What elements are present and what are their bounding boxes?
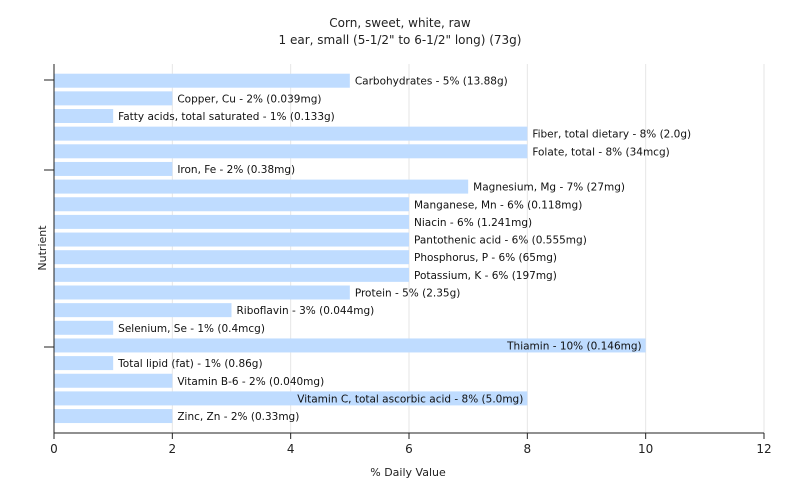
bar-19 (54, 409, 173, 424)
x-tick-label-12: 12 (756, 442, 771, 456)
bar-1 (54, 91, 173, 106)
bar-18 (54, 391, 528, 406)
bar-12 (54, 285, 350, 300)
bar-label-0: Carbohydrates - 5% (13.88g) (355, 76, 508, 88)
bar-label-4: Folate, total - 8% (34mcg) (532, 146, 669, 158)
bar-layer: Carbohydrates - 5% (13.88g) Copper, Cu - … (54, 73, 691, 424)
bar-3 (54, 126, 528, 141)
bar-4 (54, 144, 528, 159)
grid-layer (171, 64, 765, 433)
bar-label-16: Total lipid (fat) - 1% (0.86g) (117, 358, 262, 370)
bar-label-6: Magnesium, Mg - 7% (27mg) (473, 182, 625, 194)
x-tick-label-4: 4 (287, 442, 295, 456)
bar-9 (54, 232, 409, 247)
bar-0 (54, 73, 350, 88)
y-axis-title: Nutrient (36, 225, 49, 271)
bar-label-19: Zinc, Zn - 2% (0.33mg) (177, 411, 299, 423)
bar-label-10: Phosphorus, P - 6% (65mg) (414, 252, 557, 264)
bar-13 (54, 303, 232, 318)
x-tick-label-0: 0 (50, 442, 58, 456)
bar-label-7: Manganese, Mn - 6% (0.118mg) (414, 199, 582, 211)
axis-layer: 0 2 4 6 8 10 12 (44, 64, 772, 456)
bar-8 (54, 214, 409, 229)
x-tick-label-10: 10 (638, 442, 653, 456)
bar-15 (54, 338, 646, 353)
x-axis-title: % Daily Value (370, 466, 446, 479)
bar-label-1: Copper, Cu - 2% (0.039mg) (177, 93, 321, 105)
bar-label-8: Niacin - 6% (1.241mg) (414, 217, 532, 229)
bar-label-13: Riboflavin - 3% (0.044mg) (237, 305, 375, 317)
x-tick-label-8: 8 (524, 442, 532, 456)
bar-label-3: Fiber, total dietary - 8% (2.0g) (532, 129, 691, 141)
bar-6 (54, 179, 469, 194)
bar-11 (54, 267, 409, 282)
bar-14 (54, 320, 114, 335)
chart-subtitle: 1 ear, small (5-1/2" to 6-1/2" long) (73… (279, 33, 522, 47)
bar-2 (54, 109, 114, 123)
bar-label-14: Selenium, Se - 1% (0.4mcg) (118, 323, 265, 335)
bar-label-12: Protein - 5% (2.35g) (355, 288, 461, 300)
bar-10 (54, 250, 409, 265)
bar-label-5: Iron, Fe - 2% (0.38mg) (177, 164, 295, 176)
bar-label-9: Pantothenic acid - 6% (0.555mg) (414, 235, 587, 247)
bar-label-2: Fatty acids, total saturated - 1% (0.133… (118, 111, 335, 123)
bar-label-17: Vitamin B-6 - 2% (0.040mg) (177, 376, 324, 388)
chart-title: Corn, sweet, white, raw (329, 16, 471, 30)
bar-label-18: Vitamin C, total ascorbic acid - 8% (5.0… (297, 393, 523, 405)
x-tick-label-2: 2 (169, 442, 177, 456)
bar-label-15: Thiamin - 10% (0.146mg) (506, 340, 642, 352)
bar-5 (54, 161, 173, 176)
bar-17 (54, 373, 173, 388)
bar-7 (54, 197, 409, 212)
bar-16 (54, 356, 114, 371)
x-tick-label-6: 6 (405, 442, 413, 456)
bar-label-11: Potassium, K - 6% (197mg) (414, 270, 557, 282)
